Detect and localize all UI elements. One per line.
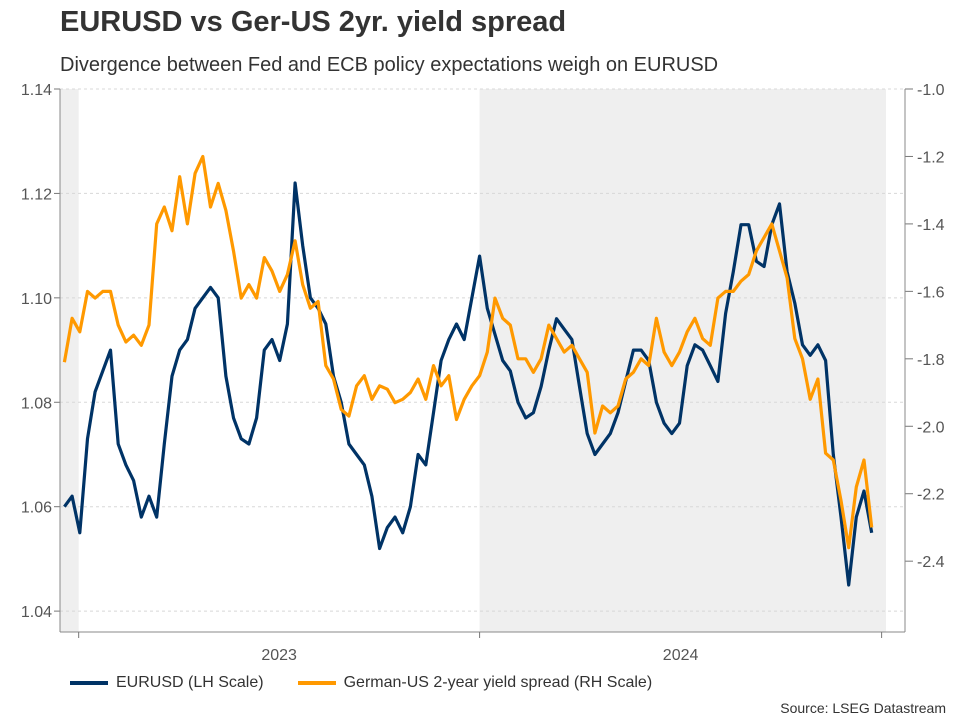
chart-subtitle: Divergence between Fed and ECB policy ex… — [60, 54, 719, 76]
right-tick-label: -1.6 — [917, 284, 945, 301]
series-line-yield-spread — [62, 154, 874, 550]
left-tick-label: 1.08 — [21, 395, 52, 412]
right-tick-label: -2.2 — [917, 487, 945, 504]
right-tick-label: -1.4 — [917, 217, 945, 234]
right-tick-label: -1.8 — [917, 352, 945, 369]
shaded-period — [60, 89, 79, 632]
left-tick-label: 1.10 — [21, 291, 52, 308]
right-tick-label: -1.0 — [917, 82, 945, 99]
source-note: Source: LSEG Datastream — [780, 700, 946, 716]
series-line-eurusd — [63, 181, 874, 587]
legend: EURUSD (LH Scale) German-US 2-year yield… — [70, 674, 652, 692]
left-tick-label: 1.14 — [21, 82, 52, 99]
right-tick-label: -2.4 — [917, 554, 945, 571]
chart-title: EURUSD vs Ger-US 2yr. yield spread — [60, 6, 567, 38]
left-tick-label: 1.12 — [21, 186, 52, 203]
left-tick-label: 1.04 — [21, 604, 52, 621]
left-tick-label: 1.06 — [21, 500, 52, 517]
x-tick-label: 2024 — [663, 647, 699, 664]
right-tick-label: -1.2 — [917, 149, 945, 166]
legend-label-eurusd: EURUSD (LH Scale) — [116, 674, 264, 691]
legend-label-spread: German-US 2-year yield spread (RH Scale) — [343, 674, 653, 691]
legend-item-eurusd: EURUSD (LH Scale) — [70, 674, 264, 692]
legend-item-spread: German-US 2-year yield spread (RH Scale) — [297, 674, 653, 692]
legend-swatch-spread — [297, 681, 336, 685]
legend-swatch-eurusd — [70, 681, 108, 685]
x-tick-label: 2023 — [261, 647, 297, 664]
right-tick-label: -2.0 — [917, 419, 945, 436]
